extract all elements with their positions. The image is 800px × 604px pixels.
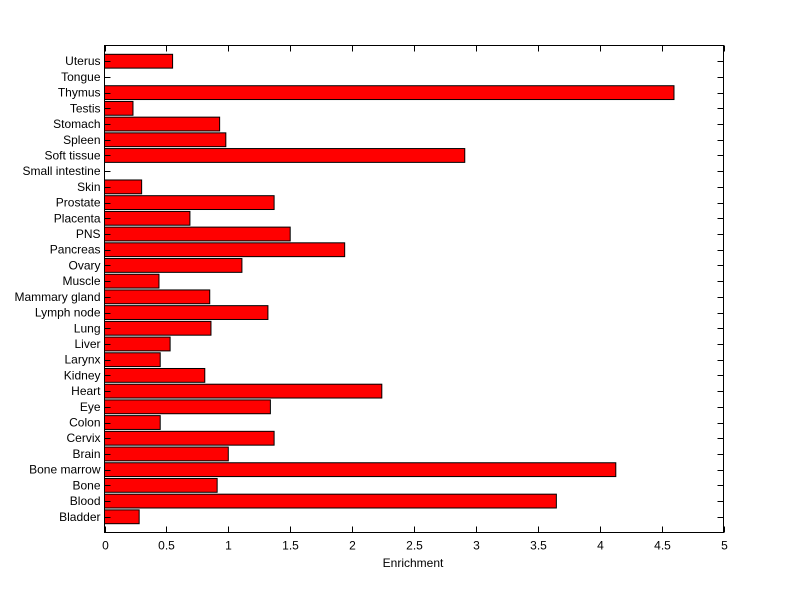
y-tick-label: Blood bbox=[70, 494, 101, 508]
bar-placenta bbox=[104, 210, 191, 226]
y-tick-label: Uterus bbox=[65, 54, 100, 68]
y-tick-label: Cervix bbox=[66, 431, 100, 445]
x-tick-label: 2 bbox=[349, 539, 356, 553]
bar-pancreas bbox=[104, 242, 346, 258]
y-tick-label: Ovary bbox=[68, 258, 100, 272]
bar-skin bbox=[104, 179, 143, 195]
bar-cervix bbox=[104, 430, 275, 446]
bar-bladder bbox=[104, 509, 140, 525]
y-tick-label: Kidney bbox=[64, 368, 101, 382]
y-tick-label: Prostate bbox=[56, 196, 101, 210]
x-tick-label: 1 bbox=[225, 539, 232, 553]
x-tick-label: 2.5 bbox=[406, 539, 423, 553]
y-tick-label: Larynx bbox=[64, 353, 100, 367]
y-tick-label: Testis bbox=[70, 101, 101, 115]
x-tick-label: 4.5 bbox=[654, 539, 671, 553]
y-tick-label: Heart bbox=[71, 384, 101, 398]
y-tick-label: Thymus bbox=[58, 86, 101, 100]
x-tick-label: 3 bbox=[473, 539, 480, 553]
y-tick-label: Small intestine bbox=[22, 164, 100, 178]
x-tick-label: 0 bbox=[102, 539, 109, 553]
bar-bone-marrow bbox=[104, 462, 617, 478]
y-tick-label: Tongue bbox=[61, 70, 101, 84]
y-tick-label: Bone marrow bbox=[29, 463, 101, 477]
bar-pns bbox=[104, 226, 291, 242]
bar-colon bbox=[104, 415, 161, 430]
x-tick-label: 5 bbox=[721, 539, 728, 553]
bar-heart bbox=[104, 383, 383, 399]
bar-spleen bbox=[104, 132, 227, 148]
bar-thymus bbox=[104, 85, 675, 101]
y-tick-label: Bone bbox=[72, 478, 100, 492]
bar-uterus bbox=[104, 53, 174, 69]
bar-prostate bbox=[104, 195, 275, 211]
y-tick-label: Eye bbox=[80, 400, 101, 414]
x-axis-label: Enrichment bbox=[383, 556, 444, 570]
bar-muscle bbox=[104, 273, 160, 289]
y-tick-label: Bladder bbox=[59, 510, 100, 524]
y-tick-label: Soft tissue bbox=[44, 148, 100, 162]
y-tick-label: Mammary gland bbox=[14, 290, 100, 304]
y-tick-label: Pancreas bbox=[50, 243, 101, 257]
x-tick-label: 3.5 bbox=[530, 539, 547, 553]
y-tick-label: Spleen bbox=[63, 133, 100, 147]
bar-ovary bbox=[104, 258, 243, 273]
x-tick-label: 1.5 bbox=[282, 539, 299, 553]
y-tick-label: Liver bbox=[74, 337, 100, 351]
y-tick-label: Lung bbox=[74, 321, 101, 335]
y-tick-label: Brain bbox=[72, 447, 100, 461]
bar-lung bbox=[104, 320, 212, 336]
bar-kidney bbox=[104, 367, 206, 383]
bar-soft-tissue bbox=[104, 148, 466, 163]
bar-brain bbox=[104, 446, 229, 462]
bar-eye bbox=[104, 399, 271, 415]
y-tick-label: Skin bbox=[77, 180, 100, 194]
x-tick-label: 4 bbox=[597, 539, 604, 553]
bar-lymph-node bbox=[104, 305, 269, 320]
y-tick-label: Placenta bbox=[54, 211, 101, 225]
bar-stomach bbox=[104, 116, 221, 132]
bar-mammary-gland bbox=[104, 289, 211, 305]
x-tick-label: 0.5 bbox=[158, 539, 175, 553]
y-tick-label: PNS bbox=[76, 227, 101, 241]
y-tick-label: Stomach bbox=[53, 117, 100, 131]
bar-bone bbox=[104, 477, 218, 493]
bar-liver bbox=[104, 336, 171, 352]
bar-larynx bbox=[104, 352, 161, 368]
y-tick-label: Colon bbox=[69, 416, 100, 430]
bar-blood bbox=[104, 493, 557, 509]
y-tick-label: Muscle bbox=[62, 274, 100, 288]
y-tick-label: Lymph node bbox=[35, 306, 101, 320]
